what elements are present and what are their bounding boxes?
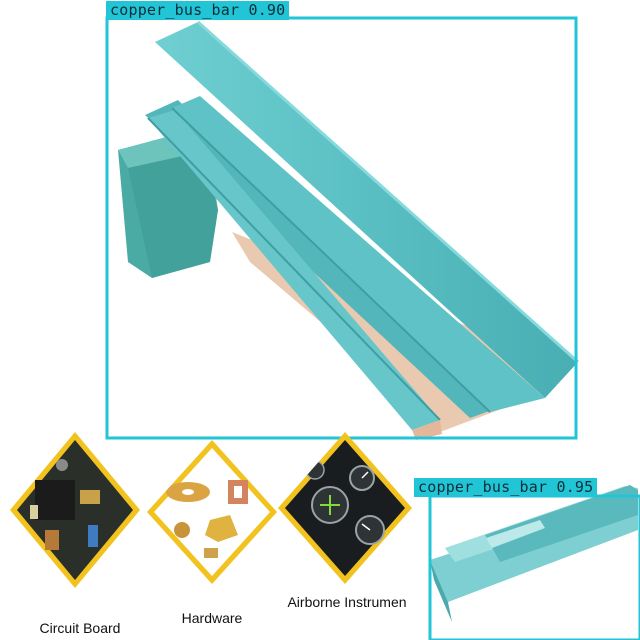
caption-circuit-board: Circuit Board — [39, 620, 121, 636]
detection-label-2: copper_bus_bar 0.95 — [414, 478, 598, 497]
bus-bar-photo-2 — [430, 485, 638, 622]
caption-airborne-instruments: Airborne Instrumen — [287, 594, 407, 610]
bus-bar-stack — [145, 20, 580, 440]
caption-hardware: Hardware — [181, 610, 243, 626]
circuit-board-diamond — [10, 432, 140, 588]
airborne-instruments-diamond — [278, 432, 412, 584]
detection-label-1: copper_bus_bar 0.90 — [106, 1, 290, 20]
hardware-diamond — [147, 440, 277, 584]
